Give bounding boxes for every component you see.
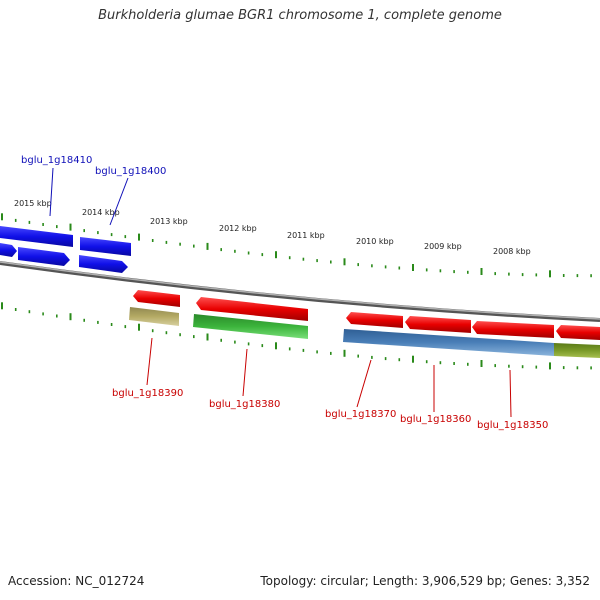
tick-label-2013: 2013 kbp [150, 217, 188, 226]
gene-bglu_1g18380[interactable] [196, 297, 308, 321]
gene-bglu_1g18370[interactable] [346, 312, 403, 328]
gene-label-bglu_1g18380[interactable]: bglu_1g18380 [209, 399, 280, 410]
chromosome-backbone [0, 261, 600, 322]
feature-steel-blue[interactable] [343, 329, 554, 356]
gene-label-bglu_1g18410[interactable]: bglu_1g18410 [21, 155, 92, 166]
tick-label-2008: 2008 kbp [493, 247, 531, 256]
tick-label-2009: 2009 kbp [424, 242, 462, 251]
accession-text: Accession: NC_012724 [8, 574, 145, 588]
tick-label-2011: 2011 kbp [287, 231, 325, 240]
feature-bars [129, 307, 600, 358]
tick-label-2015: 2015 kbp [14, 199, 52, 208]
tick-labels: 2015 kbp 2014 kbp 2013 kbp 2012 kbp 2011… [14, 199, 531, 256]
tick-label-2014: 2014 kbp [82, 208, 120, 217]
feature-green[interactable] [193, 314, 308, 339]
feature-khaki[interactable] [129, 307, 179, 326]
map-title: Burkholderia glumae BGR1 chromosome 1, c… [98, 8, 502, 23]
gene-bglu_1g18360[interactable] [405, 316, 471, 333]
gene-labels: bglu_1g18410 bglu_1g18400 bglu_1g18390 b… [21, 155, 548, 431]
gene-forward-a[interactable] [0, 243, 17, 257]
gene-bglu_1g18400[interactable] [80, 237, 131, 256]
gene-label-bglu_1g18400[interactable]: bglu_1g18400 [95, 166, 166, 177]
gene-label-bglu_1g18350[interactable]: bglu_1g18350 [477, 420, 548, 431]
gene-bglu_1g18410[interactable] [0, 226, 73, 247]
forward-genes [0, 226, 131, 273]
feature-olive[interactable] [554, 343, 600, 358]
outer-tick-ruler [1, 213, 592, 278]
callout-lines [49, 167, 512, 418]
gene-label-bglu_1g18370[interactable]: bglu_1g18370 [325, 409, 396, 420]
tick-label-2010: 2010 kbp [356, 237, 394, 246]
topology-summary: Topology: circular; Length: 3,906,529 bp… [260, 574, 590, 588]
gene-label-bglu_1g18360[interactable]: bglu_1g18360 [400, 414, 471, 425]
tick-label-2012: 2012 kbp [219, 224, 257, 233]
gene-label-bglu_1g18390[interactable]: bglu_1g18390 [112, 388, 183, 399]
gene-bglu_1g18390[interactable] [133, 290, 180, 307]
gene-forward-b[interactable] [18, 247, 70, 266]
gene-bglu_1g18350[interactable] [472, 321, 554, 338]
gene-forward-c[interactable] [79, 255, 128, 273]
reverse-genes [133, 290, 600, 340]
inner-tick-ruler [1, 302, 592, 370]
gene-reverse-edge[interactable] [556, 325, 600, 340]
